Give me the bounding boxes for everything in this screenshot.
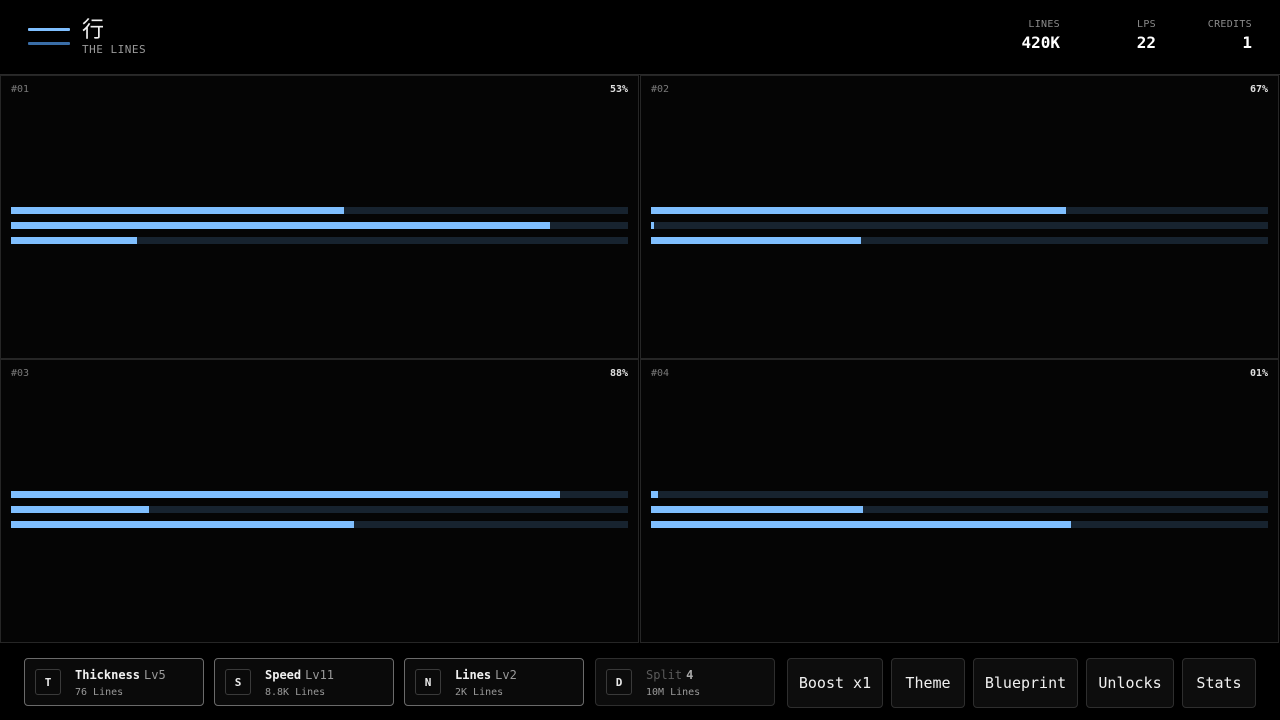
hotkey-badge: D [606, 669, 632, 695]
theme-button[interactable]: Theme [891, 658, 965, 708]
progress-track [11, 506, 628, 513]
stat-lines: LINES 420K [990, 19, 1060, 52]
line-cell-04[interactable]: #04 01% [640, 359, 1279, 643]
upgrade-level: 4 [686, 668, 694, 682]
stat-credits-value: 1 [1242, 33, 1252, 52]
progress-fill [651, 491, 658, 498]
upgrade-split-button[interactable]: D Split 4 10M Lines [595, 658, 775, 706]
upgrade-cost: 10M Lines [646, 687, 701, 698]
progress-fill [651, 207, 1067, 214]
upgrade-level: Lv5 [144, 668, 166, 682]
hotkey-badge: T [35, 669, 61, 695]
line-cell-01[interactable]: #01 53% [0, 75, 639, 359]
upgrade-name: Lines [455, 668, 492, 682]
progress-track [11, 222, 628, 229]
cell-id: #04 [651, 368, 670, 379]
app-subtitle: THE LINES [82, 43, 147, 56]
progress-fill [11, 237, 138, 244]
stat-lines-value: 420K [1021, 33, 1060, 52]
stat-lines-label: LINES [1028, 19, 1060, 30]
upgrade-name: Speed [265, 668, 302, 682]
stat-lps: LPS 22 [1096, 19, 1156, 52]
upgrade-level: Lv2 [495, 668, 517, 682]
stat-lps-label: LPS [1137, 19, 1156, 30]
boost-button[interactable]: Boost x1 [787, 658, 883, 708]
progress-fill [651, 506, 864, 513]
progress-track [651, 491, 1268, 498]
cell-bars [651, 491, 1268, 536]
progress-fill [651, 521, 1071, 528]
hotkey-badge: N [415, 669, 441, 695]
upgrade-speed-button[interactable]: S Speed Lv11 8.8K Lines [214, 658, 394, 706]
progress-track [11, 491, 628, 498]
header: 行 THE LINES LINES 420K LPS 22 CREDITS 1 [0, 0, 1280, 75]
upgrade-thickness-button[interactable]: T Thickness Lv5 76 Lines [24, 658, 204, 706]
stat-lps-value: 22 [1136, 33, 1156, 52]
upgrade-level: Lv11 [305, 668, 335, 682]
lines-grid: #01 53% #02 67% #03 88% #04 01% [0, 75, 1280, 645]
upgrade-cost: 2K Lines [455, 687, 504, 698]
progress-track [651, 237, 1268, 244]
progress-fill [11, 506, 149, 513]
line-cell-03[interactable]: #03 88% [0, 359, 639, 643]
cell-bars [11, 491, 628, 536]
app-title: 行 [82, 18, 105, 43]
cell-percent: 67% [1249, 84, 1268, 95]
progress-fill [11, 491, 561, 498]
progress-track [651, 207, 1268, 214]
progress-fill [651, 237, 861, 244]
upgrade-cost: 8.8K Lines [265, 687, 326, 698]
line-cell-02[interactable]: #02 67% [640, 75, 1279, 359]
progress-track [651, 521, 1268, 528]
progress-track [11, 237, 628, 244]
upgrade-name: Split [646, 668, 683, 682]
stat-credits-label: CREDITS [1207, 19, 1252, 30]
progress-track [651, 222, 1268, 229]
hotkey-badge: S [225, 669, 251, 695]
stats-button[interactable]: Stats [1182, 658, 1256, 708]
cell-percent: 53% [609, 84, 628, 95]
cell-percent: 88% [609, 368, 628, 379]
progress-fill [11, 521, 355, 528]
cell-bars [651, 207, 1268, 252]
progress-track [11, 521, 628, 528]
stat-credits: CREDITS 1 [1190, 19, 1252, 52]
upgrade-name: Thickness [75, 668, 141, 682]
upgrade-cost: 76 Lines [75, 687, 124, 698]
logo-lines-icon [28, 28, 70, 46]
cell-id: #01 [11, 84, 30, 95]
cell-percent: 01% [1249, 368, 1268, 379]
cell-bars [11, 207, 628, 252]
cell-id: #02 [651, 84, 670, 95]
cell-id: #03 [11, 368, 30, 379]
upgrade-lines-button[interactable]: N Lines Lv2 2K Lines [404, 658, 584, 706]
unlocks-button[interactable]: Unlocks [1086, 658, 1174, 708]
progress-fill [11, 222, 550, 229]
progress-track [651, 506, 1268, 513]
progress-fill [11, 207, 345, 214]
progress-fill [651, 222, 655, 229]
blueprint-button[interactable]: Blueprint [973, 658, 1078, 708]
progress-track [11, 207, 628, 214]
footer-toolbar: T Thickness Lv5 76 Lines S Speed Lv11 8.8K… [0, 645, 1280, 720]
